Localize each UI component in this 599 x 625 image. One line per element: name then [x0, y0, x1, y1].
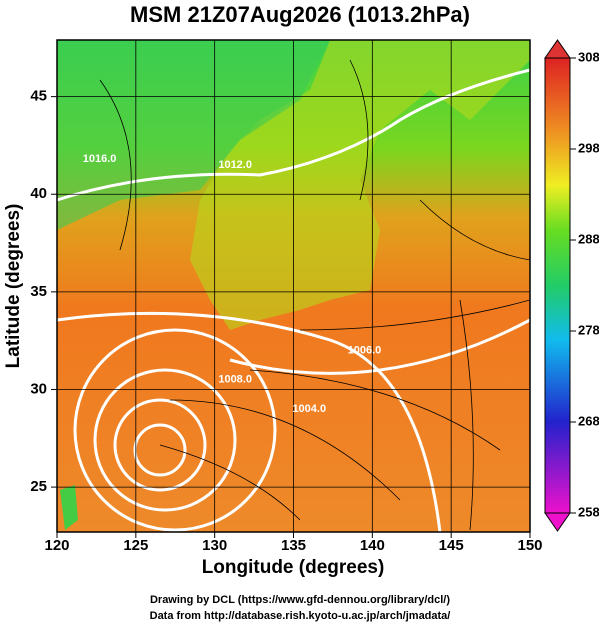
contour-label: 1006.0 — [348, 344, 382, 356]
footer-line: Drawing by DCL (https://www.gfd-dennou.o… — [150, 594, 450, 606]
colorbar-tick-label: 268 — [578, 413, 599, 428]
contour-label: 1008.0 — [218, 374, 252, 386]
y-tick-label: 30 — [30, 380, 47, 397]
x-tick-label: 150 — [517, 537, 542, 554]
colorbar-tick-label: 258 — [578, 504, 599, 519]
footer-line: Data from http://database.rish.kyoto-u.a… — [150, 610, 451, 622]
x-tick-label: 125 — [123, 537, 148, 554]
x-axis-label: Longitude (degrees) — [202, 557, 385, 578]
x-tick-label: 130 — [202, 537, 227, 554]
streamlines — [99, 59, 530, 531]
isobars — [57, 68, 530, 532]
colorbar-tick-label: 278 — [578, 322, 599, 337]
x-tick-label: 135 — [281, 537, 306, 554]
x-tick-label: 140 — [360, 537, 385, 554]
y-tick-label: 35 — [30, 283, 47, 300]
contour-label: 1004.0 — [292, 403, 326, 415]
colorbar-extend-max — [544, 39, 571, 59]
colorbar-tick-label: 308 — [578, 49, 599, 64]
contour-label: 1016.0 — [83, 153, 117, 165]
contour-label: 1012.0 — [218, 159, 252, 171]
y-tick-label: 25 — [30, 478, 47, 495]
colorbar — [544, 57, 571, 514]
x-tick-label: 120 — [44, 537, 69, 554]
colorbar-tick-label: 298 — [578, 140, 599, 155]
colorbar-tick-label: 288 — [578, 231, 599, 246]
y-axis-label: Latitude (degrees) — [3, 204, 24, 369]
colorbar-extend-min — [544, 512, 571, 532]
title: MSM 21Z07Aug2026 (1013.2hPa) — [130, 2, 470, 27]
y-tick-label: 45 — [30, 88, 47, 105]
y-tick-label: 40 — [30, 185, 47, 202]
taiwan — [60, 485, 78, 530]
x-tick-label: 145 — [439, 537, 464, 554]
